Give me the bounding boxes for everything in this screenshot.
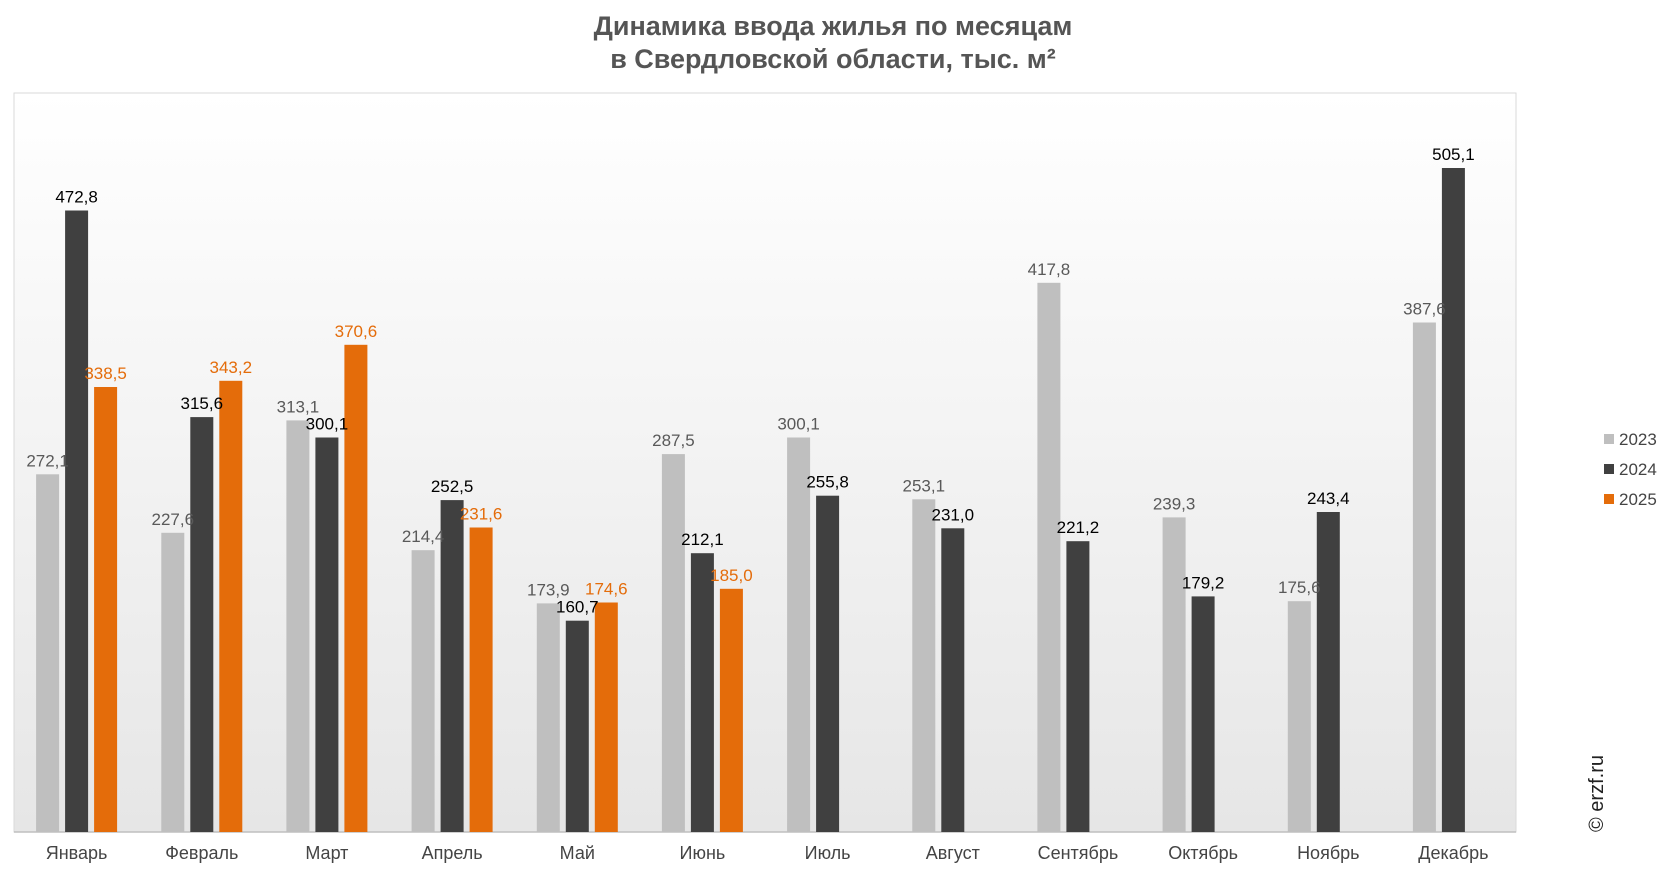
bar-2023-1	[36, 474, 60, 832]
legend-label-2025: 2025	[1619, 490, 1657, 509]
bar-2024-12	[1441, 168, 1465, 832]
bar-2025-6	[719, 588, 743, 832]
bar-2024-3	[315, 437, 339, 832]
bar-2024-10	[1191, 596, 1215, 832]
bar-2023-7	[787, 437, 811, 832]
data-label-2024-5: 160,7	[556, 598, 599, 617]
data-label-2023-5: 173,9	[527, 580, 570, 599]
bar-2024-2	[190, 417, 214, 832]
legend-swatch-2023	[1604, 434, 1614, 444]
x-tick-label: Декабрь	[1418, 843, 1488, 863]
legend: 2023 2024 2025	[1604, 430, 1657, 509]
data-label-2023-4: 214,4	[402, 527, 445, 546]
data-label-2023-12: 387,6	[1403, 300, 1446, 319]
data-label-2025-2: 343,2	[210, 358, 253, 377]
bar-2023-8	[912, 499, 936, 832]
bar-2025-2	[219, 380, 243, 832]
data-label-2025-1: 338,5	[84, 364, 127, 383]
data-label-2025-6: 185,0	[710, 566, 753, 585]
bar-2023-5	[536, 603, 560, 832]
legend-label-2024: 2024	[1619, 460, 1657, 479]
data-label-2024-8: 231,0	[932, 505, 975, 524]
data-label-2025-5: 174,6	[585, 580, 628, 599]
data-label-2025-3: 370,6	[335, 322, 378, 341]
bar-2024-1	[65, 210, 89, 832]
data-label-2024-12: 505,1	[1432, 145, 1475, 164]
data-label-2024-3: 300,1	[306, 415, 349, 434]
bar-2023-11	[1287, 601, 1311, 832]
bar-2024-9	[1066, 541, 1090, 832]
x-tick-label: Ноябрь	[1297, 843, 1359, 863]
plot-area	[13, 92, 1517, 833]
bar-2024-11	[1316, 512, 1340, 832]
data-label-2024-2: 315,6	[181, 394, 224, 413]
bar-2023-4	[411, 550, 435, 832]
data-label-2023-7: 300,1	[777, 415, 820, 434]
x-tick-label: Октябрь	[1168, 843, 1238, 863]
x-tick-label: Май	[560, 843, 595, 863]
x-tick-label: Январь	[46, 843, 108, 863]
bar-2023-3	[286, 420, 310, 832]
data-label-2024-11: 243,4	[1307, 489, 1350, 508]
chart-title-line-2: в Свердловской области, тыс. м²	[610, 44, 1056, 74]
watermark: © erzf.ru	[1586, 755, 1608, 832]
data-label-2025-4: 231,6	[460, 505, 503, 524]
bar-2023-9	[1037, 282, 1061, 832]
x-tick-label: Июнь	[680, 843, 726, 863]
chart-title-line-1: Динамика ввода жилья по месяцам	[593, 11, 1073, 41]
data-label-2023-6: 287,5	[652, 431, 695, 450]
bar-2025-4	[469, 527, 493, 832]
data-label-2023-2: 227,6	[152, 510, 195, 529]
bar-2025-1	[94, 387, 118, 832]
legend-swatch-2024	[1604, 464, 1614, 474]
data-label-2023-9: 417,8	[1028, 260, 1071, 279]
data-label-2023-8: 253,1	[903, 476, 946, 495]
data-label-2023-11: 175,6	[1278, 578, 1321, 597]
data-label-2024-7: 255,8	[806, 473, 849, 492]
x-tick-label: Февраль	[165, 843, 238, 863]
data-label-2024-4: 252,5	[431, 477, 474, 496]
data-label-2024-9: 221,2	[1057, 518, 1100, 537]
x-tick-label: Сентябрь	[1038, 843, 1119, 863]
bar-2024-5	[565, 620, 589, 832]
bar-2024-8	[941, 528, 965, 832]
data-label-2024-10: 179,2	[1182, 573, 1225, 592]
chart-title: Динамика ввода жилья по месяцам в Свердл…	[0, 10, 1666, 76]
bar-2023-6	[661, 454, 685, 832]
bar-2024-7	[816, 495, 840, 832]
x-tick-label: Март	[305, 843, 348, 863]
data-label-2023-10: 239,3	[1153, 494, 1196, 513]
data-label-2023-3: 313,1	[277, 397, 320, 416]
bar-2024-6	[690, 553, 714, 832]
bar-2023-10	[1162, 517, 1186, 832]
bar-2023-2	[161, 532, 185, 832]
x-tick-label: Август	[926, 843, 980, 863]
legend-label-2023: 2023	[1619, 430, 1657, 449]
x-tick-label: Июль	[805, 843, 851, 863]
bar-2025-3	[344, 344, 368, 832]
data-label-2024-6: 212,1	[681, 530, 724, 549]
bar-2024-4	[440, 500, 464, 832]
data-label-2023-1: 272,1	[26, 451, 69, 470]
bar-2023-12	[1412, 322, 1436, 832]
legend-swatch-2025	[1604, 494, 1614, 504]
bar-2025-5	[594, 602, 618, 832]
data-label-2024-1: 472,8	[55, 188, 98, 207]
x-tick-label: Апрель	[422, 843, 483, 863]
